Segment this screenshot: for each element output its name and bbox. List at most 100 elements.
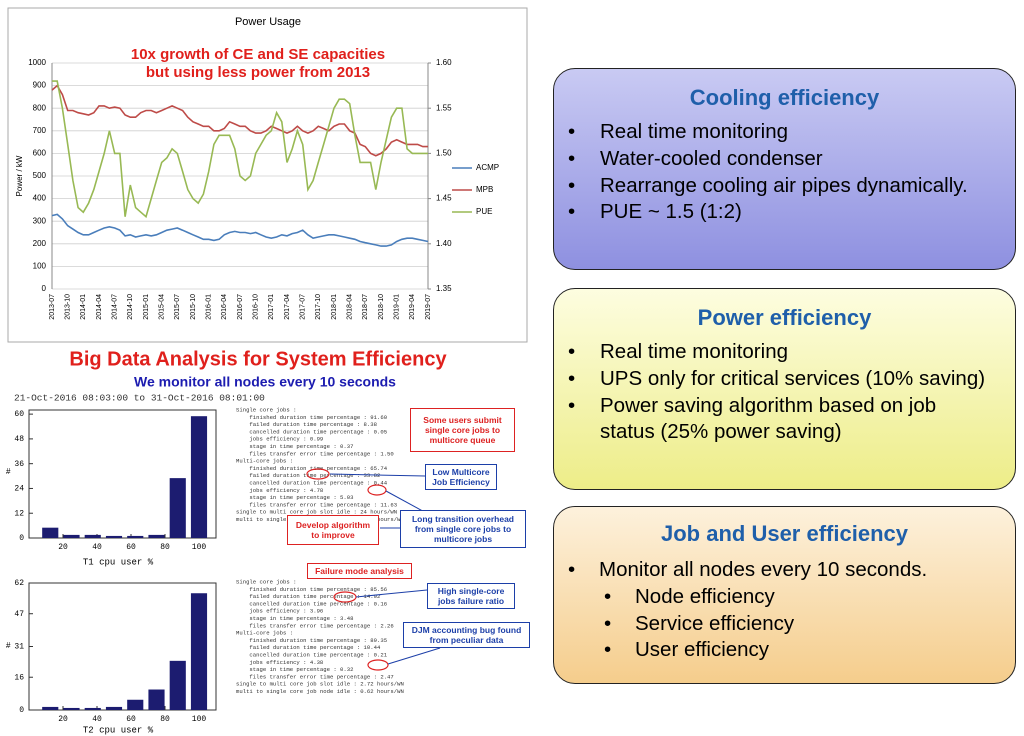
bar: [169, 660, 186, 710]
panel-title: Power efficiency: [697, 305, 872, 330]
y-tick-label: 200: [33, 239, 47, 248]
log-line: cancelled duration time percentage : 0.2…: [236, 651, 388, 658]
y-tick-label: 47: [14, 610, 24, 619]
bullet: PUE ~ 1.5 (1:2): [554, 199, 995, 226]
x-tick-label: 40: [92, 715, 102, 724]
y-tick-label: 300: [33, 216, 47, 225]
callout: Some users submit single core jobs to mu…: [410, 408, 515, 452]
log-line: Multi-core jobs :: [236, 458, 293, 465]
y-tick-label: 24: [14, 485, 24, 494]
bar: [190, 593, 208, 710]
log-line: failed duration time percentage : 14.02: [236, 593, 380, 600]
log-text: Single core jobs : finished duration tim…: [236, 406, 404, 695]
y-tick-label: 100: [33, 262, 47, 271]
chart-title: Power Usage: [235, 16, 301, 28]
y2-tick-label: 1.45: [436, 194, 452, 203]
bar: [127, 699, 144, 710]
bullet: Real time monitoring: [554, 119, 995, 146]
x-tick-label: 100: [192, 715, 207, 724]
arrow: [355, 589, 428, 598]
bar: [105, 535, 123, 538]
log-line: jobs efficiency : 4.38: [236, 659, 323, 666]
bar: [42, 527, 59, 538]
y-tick-label: 36: [14, 460, 24, 469]
log-line: Single core jobs :: [236, 406, 296, 413]
callout: DJM accounting bug found from peculiar d…: [403, 622, 530, 648]
annotation: 10x growth of CE and SE capacities: [131, 46, 385, 63]
log-line: single to multi core job slot idle : 24 …: [236, 509, 397, 516]
y2-tick-label: 1.40: [436, 239, 452, 248]
bar: [105, 706, 123, 710]
x-tick-label: 60: [126, 543, 136, 552]
log-line: finished duration time percentage : 91.6…: [236, 414, 388, 421]
series-line: [51, 84, 428, 157]
y-tick-label: 16: [14, 673, 24, 682]
x-tick-label: 2015-07: [174, 294, 181, 320]
y-axis-label: #: [6, 641, 11, 650]
x-tick-label: 2015-04: [159, 294, 166, 320]
x-tick-label: 2016-01: [206, 294, 213, 320]
section-subtitle: We monitor all nodes every 10 seconds: [134, 374, 396, 390]
y2-tick-label: 1.55: [436, 103, 452, 112]
bar: [84, 707, 101, 710]
panel: Cooling efficiency Real time monitoring …: [553, 68, 1016, 270]
y-tick-label: 62: [14, 579, 24, 588]
log-line: finished duration time percentage : 85.5…: [236, 586, 387, 593]
arrow: [387, 647, 441, 665]
highlight-circle: [367, 659, 389, 671]
legend-label: PUE: [476, 207, 492, 216]
bar: [190, 416, 208, 538]
y-tick-label: 48: [14, 435, 24, 444]
bullet: Power saving algorithm based on job stat…: [554, 393, 995, 447]
x-tick-label: 2014-01: [80, 294, 87, 320]
log-line: jobs efficiency : 0.99: [236, 436, 323, 443]
series-line: [52, 80, 428, 219]
bar: [63, 534, 80, 538]
x-tick-label: 60: [126, 715, 136, 724]
y-tick-label: 700: [33, 126, 47, 135]
callout: High single-core jobs failure ratio: [427, 583, 515, 609]
y-tick-label: 1000: [28, 58, 46, 67]
y-tick-label: 31: [14, 643, 24, 652]
sub-bullet: User efficiency: [554, 637, 975, 664]
log-line: failed duration time percentage : 10.44: [236, 644, 381, 651]
log-line: stage in time percentage : 0.32: [236, 666, 354, 673]
x-tick-label: 2014-04: [96, 294, 103, 320]
y-tick-label: 0: [19, 706, 24, 715]
y-tick-label: 600: [33, 149, 47, 158]
x-tick-label: 2019-04: [409, 294, 416, 320]
y-tick-label: 12: [14, 509, 24, 518]
x-tick-label: 2013-10: [65, 294, 72, 320]
log-line: finished duration time percentage : 89.3…: [236, 637, 387, 644]
callout: Failure mode analysis: [307, 563, 412, 579]
bar: [42, 706, 59, 710]
section-title: Big Data Analysis for System Efficiency: [69, 348, 447, 370]
bullet-list: Monitor all nodes every 10 seconds. Node…: [554, 557, 1015, 664]
log-line: cancelled duration time percentage : 0.1…: [236, 600, 387, 607]
highlight-circle: [306, 468, 330, 480]
bar: [127, 535, 144, 538]
bar: [63, 707, 80, 710]
x-tick-label: 2015-10: [190, 294, 197, 320]
highlight-circle: [367, 484, 387, 496]
y-axis-label: #: [6, 467, 11, 476]
bar: [169, 478, 186, 538]
callout: Long transition overhead from single cor…: [400, 510, 526, 548]
x-tick-label: 2017-07: [300, 294, 307, 320]
x-tick-label: 2014-10: [127, 294, 134, 320]
log-line: stage in time percentage : 0.37: [236, 443, 354, 450]
log-line: cancelled duration time percentage : 0.0…: [236, 428, 387, 435]
sub-bullet: Service efficiency: [554, 611, 975, 638]
y-tick-label: 60: [14, 410, 24, 419]
panel-title: Cooling efficiency: [689, 85, 880, 110]
log-line: files transfer error time percentage : 1…: [236, 450, 394, 457]
bullet: Rearrange cooling air pipes dynamically.: [554, 173, 995, 200]
y-tick-label: 0: [19, 534, 24, 543]
x-tick-label: 2016-04: [221, 294, 228, 320]
log-line: failed duration time percentage : 8.38: [236, 421, 377, 428]
x-tick-label: 2015-01: [143, 294, 150, 320]
y-tick-label: 500: [33, 171, 47, 180]
x-tick-label: 2018-07: [362, 294, 369, 320]
log-line: cancelled duration time percentage : 0.4…: [236, 479, 388, 486]
